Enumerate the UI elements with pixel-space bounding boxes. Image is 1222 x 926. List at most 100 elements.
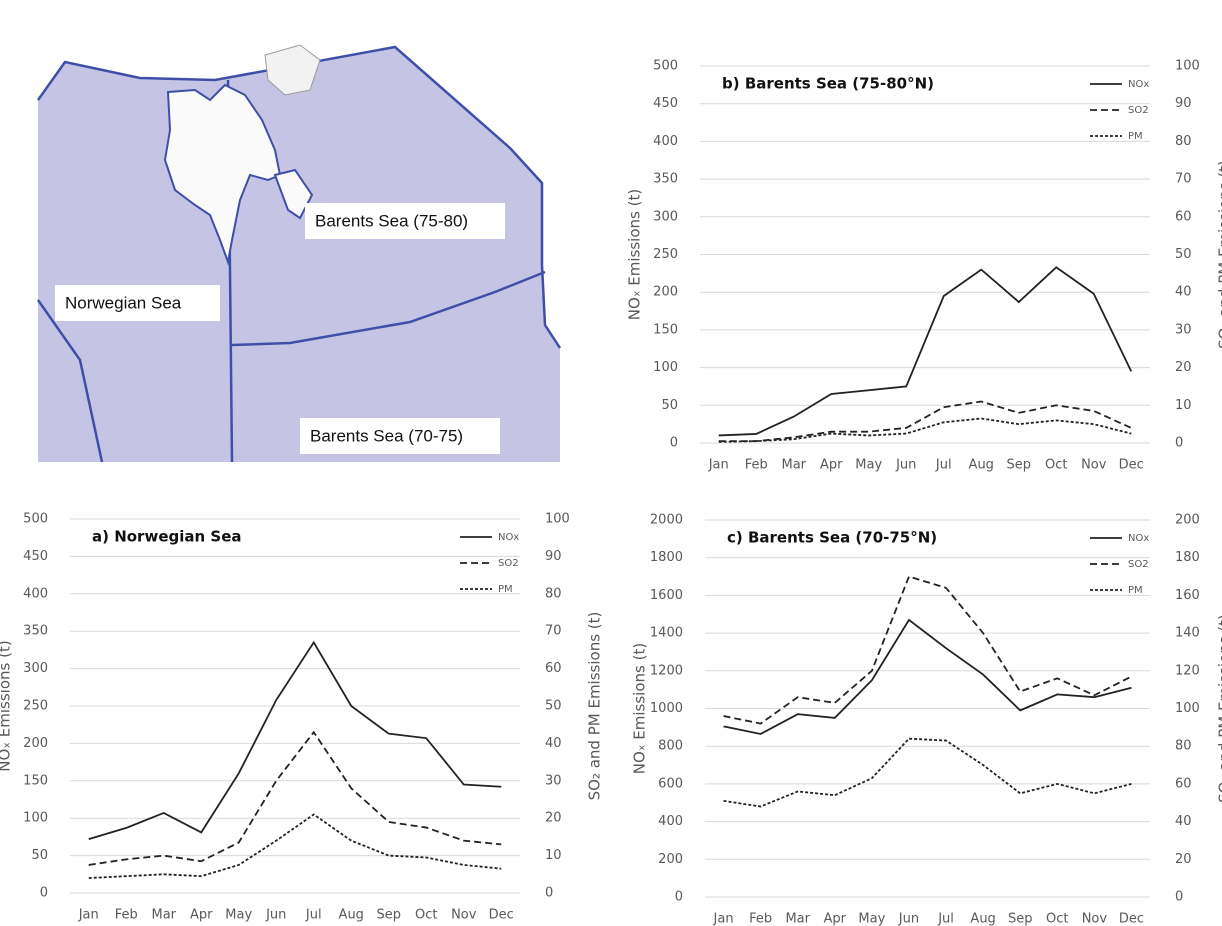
y-tick-label: 400 — [658, 814, 683, 829]
series-line — [88, 813, 502, 879]
y2-tick-label: 160 — [1175, 588, 1200, 603]
x-tick-label: May — [855, 458, 882, 473]
y-tick-label: 1200 — [650, 663, 683, 678]
y-tick-label: 800 — [658, 739, 683, 754]
y-tick-label: 400 — [23, 586, 48, 601]
y-tick-label: 400 — [653, 134, 678, 149]
y2-tick-label: 60 — [545, 661, 562, 676]
x-tick-label: Jun — [898, 912, 919, 926]
y-tick-label: 50 — [661, 398, 678, 413]
y-tick-label: 0 — [40, 886, 48, 901]
y2-tick-label: 180 — [1175, 550, 1200, 565]
x-tick-label: Jan — [713, 912, 734, 926]
y-tick-label: 200 — [653, 285, 678, 300]
x-tick-label: Jun — [265, 908, 286, 923]
chart-title: c) Barents Sea (70-75°N) — [727, 529, 937, 547]
x-tick-label: Jul — [937, 912, 954, 926]
y2-tick-label: 120 — [1175, 663, 1200, 678]
x-tick-label: Feb — [745, 458, 768, 473]
series-line — [723, 618, 1132, 735]
x-tick-label: Sep — [376, 908, 401, 923]
x-tick-label: Dec — [489, 908, 514, 923]
y2-tick-label: 70 — [545, 624, 562, 639]
y2-tick-label: 200 — [1175, 513, 1200, 528]
map-label: Barents Sea (70-75) — [310, 426, 463, 445]
y2-axis-label: SO₂ and PM Emissions (t) — [1216, 160, 1222, 349]
x-tick-label: Jul — [935, 458, 952, 473]
y2-tick-label: 20 — [545, 811, 562, 826]
legend-label: PM — [498, 584, 513, 595]
y2-tick-label: 40 — [1175, 285, 1192, 300]
y-tick-label: 300 — [23, 661, 48, 676]
y-tick-label: 350 — [653, 172, 678, 187]
y2-tick-label: 100 — [1175, 59, 1200, 74]
y2-tick-label: 0 — [1175, 890, 1183, 905]
y2-tick-label: 60 — [1175, 776, 1192, 791]
x-tick-label: Apr — [820, 458, 843, 473]
map-label: Barents Sea (75-80) — [315, 211, 468, 230]
y-tick-label: 0 — [675, 890, 683, 905]
map: Barents Sea (75-80) Norwegian Sea Barent… — [36, 44, 562, 463]
boundary — [36, 299, 104, 463]
y-tick-label: 150 — [23, 773, 48, 788]
x-tick-label: May — [858, 912, 885, 926]
y-tick-label: 450 — [653, 96, 678, 111]
outside-area — [38, 45, 560, 348]
chart-title: a) Norwegian Sea — [92, 528, 242, 546]
y2-tick-label: 100 — [545, 512, 570, 527]
y2-axis-label: SO₂ and PM Emissions (t) — [1216, 614, 1222, 803]
series-line — [723, 737, 1132, 808]
y2-tick-label: 40 — [1175, 814, 1192, 829]
x-tick-label: Dec — [1119, 912, 1144, 926]
legend-label: SO2 — [1128, 559, 1149, 570]
y2-tick-label: 80 — [545, 586, 562, 601]
y-tick-label: 1800 — [650, 550, 683, 565]
legend-label: PM — [1128, 131, 1143, 142]
y-tick-label: 500 — [653, 59, 678, 74]
x-tick-label: Oct — [1045, 458, 1067, 473]
legend-label: NOx — [1128, 79, 1149, 90]
x-tick-label: Sep — [1008, 912, 1033, 926]
y2-tick-label: 0 — [1175, 436, 1183, 451]
x-tick-label: Aug — [339, 908, 364, 923]
y2-tick-label: 50 — [1175, 247, 1192, 262]
y2-tick-label: 0 — [545, 886, 553, 901]
y-tick-label: 600 — [658, 776, 683, 791]
series-line — [88, 640, 502, 841]
x-tick-label: Mar — [785, 912, 810, 926]
y2-tick-label: 60 — [1175, 209, 1192, 224]
y2-tick-label: 80 — [1175, 134, 1192, 149]
y-tick-label: 300 — [653, 209, 678, 224]
y2-tick-label: 40 — [545, 736, 562, 751]
x-tick-label: Mar — [781, 458, 806, 473]
x-tick-label: Nov — [1081, 458, 1107, 473]
y-tick-label: 1000 — [650, 701, 683, 716]
y-tick-label: 1600 — [650, 588, 683, 603]
y-tick-label: 200 — [23, 736, 48, 751]
y-tick-label: 100 — [23, 811, 48, 826]
island — [163, 83, 282, 266]
y2-tick-label: 50 — [545, 699, 562, 714]
y2-tick-label: 30 — [545, 773, 562, 788]
x-tick-label: Apr — [190, 908, 213, 923]
y2-tick-label: 90 — [545, 549, 562, 564]
y2-tick-label: 10 — [545, 848, 562, 863]
label-box — [300, 418, 500, 454]
y-tick-label: 500 — [23, 512, 48, 527]
x-tick-label: Apr — [824, 912, 847, 926]
x-tick-label: May — [225, 908, 252, 923]
y-tick-label: 200 — [658, 852, 683, 867]
series-line — [88, 730, 502, 866]
y2-tick-label: 90 — [1175, 96, 1192, 111]
x-tick-label: Feb — [749, 912, 772, 926]
x-tick-label: Feb — [115, 908, 138, 923]
y2-tick-label: 20 — [1175, 360, 1192, 375]
x-tick-label: Dec — [1119, 458, 1144, 473]
x-tick-label: Sep — [1006, 458, 1031, 473]
series-line — [723, 575, 1132, 725]
y-axis-label: NOₓ Emissions (t) — [631, 643, 649, 774]
y-tick-label: 50 — [31, 848, 48, 863]
x-tick-label: Oct — [415, 908, 437, 923]
x-tick-label: Nov — [1082, 912, 1108, 926]
